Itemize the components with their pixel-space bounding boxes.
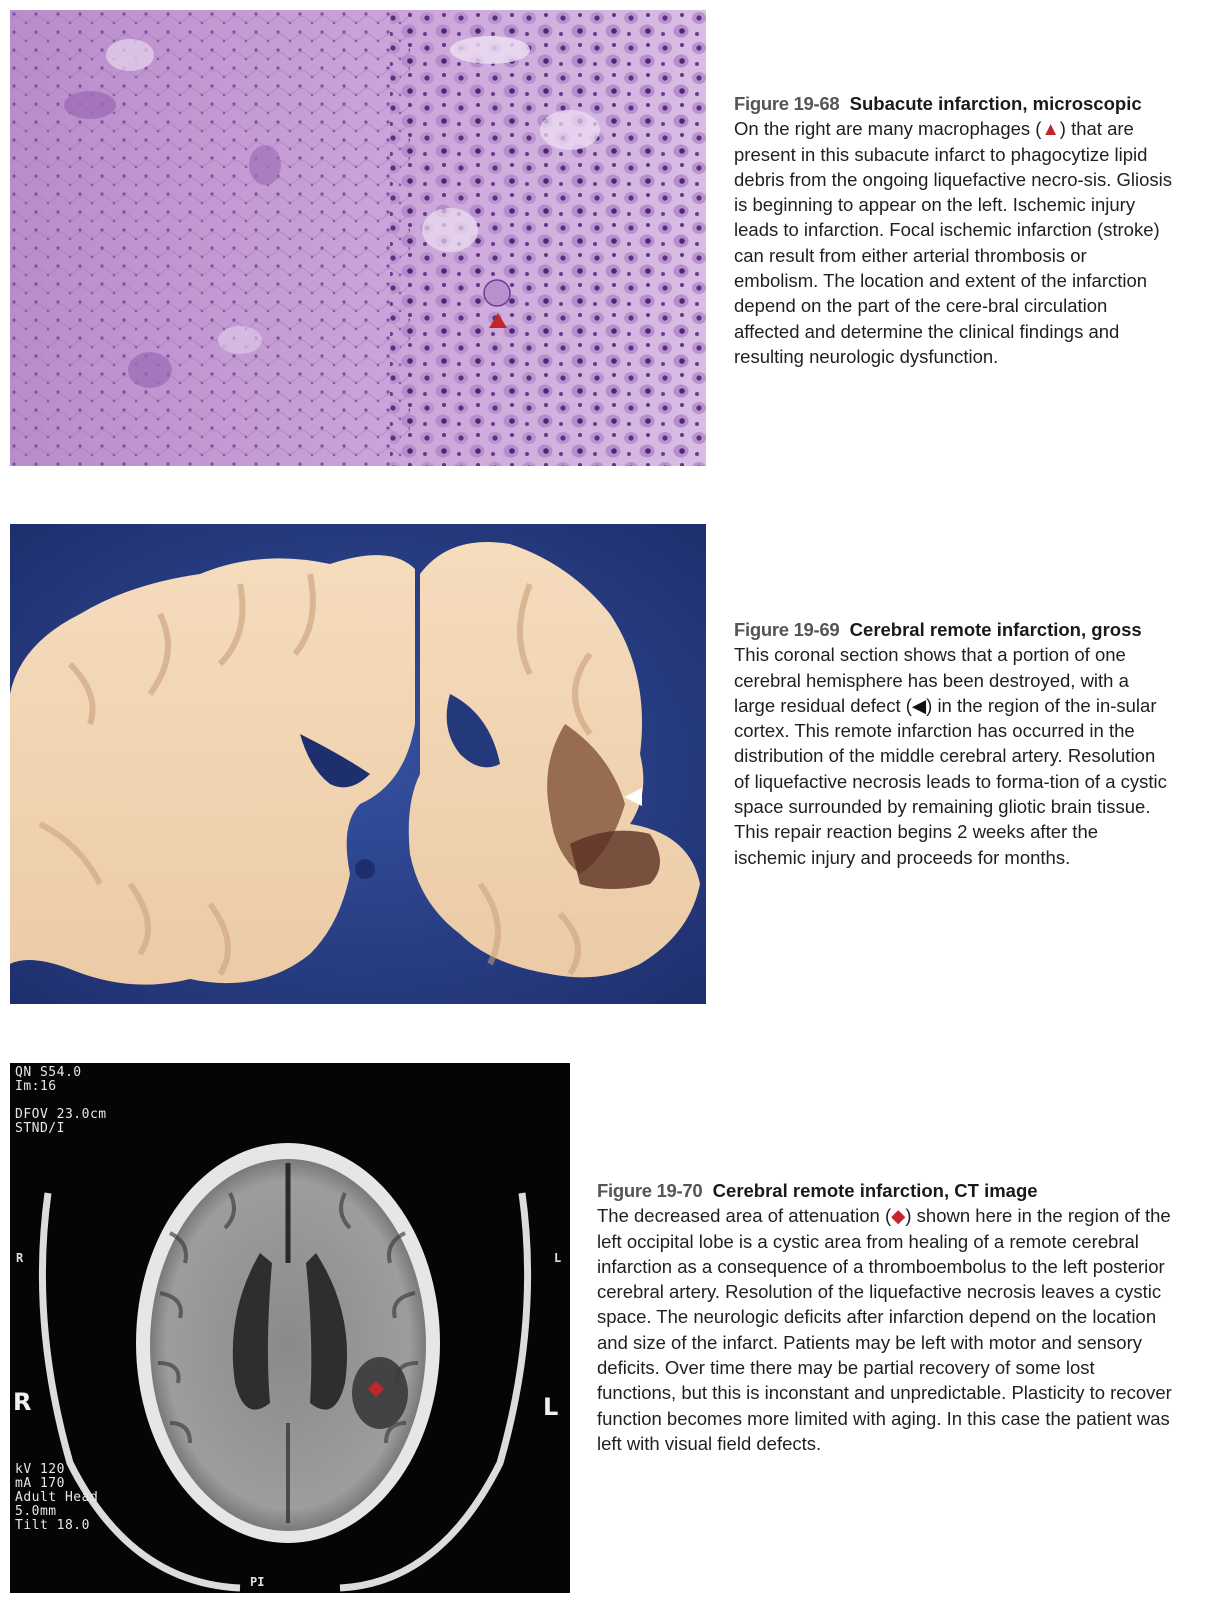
figure-label: Figure 19-69 [734, 619, 840, 640]
figure-19-69-image [10, 524, 706, 1004]
ct-right-orientation-label: R [13, 1388, 32, 1416]
figure-19-70-caption: Figure 19-70 Cerebral remote infarction,… [597, 1178, 1177, 1456]
ct-left-orientation-label: L [543, 1393, 559, 1421]
macrophage-marker-icon [489, 313, 507, 328]
figure-body: On the right are many macrophages (▲) th… [734, 118, 1173, 367]
figure-title: Cerebral remote infarction, CT image [712, 1180, 1038, 1201]
inline-marker-icon: ◆ [891, 1205, 906, 1227]
inline-marker-icon: ▲ [1041, 118, 1060, 140]
ct-bottom-left-info: kV 120 mA 170 Adult Head 5.0mm Tilt 18.0 [15, 1462, 99, 1533]
ct-scan-image [10, 1063, 570, 1593]
figure-title: Cerebral remote infarction, gross [849, 619, 1142, 640]
histology-micrograph [10, 10, 706, 466]
ct-bottom-center-label: PI [250, 1575, 265, 1589]
figure-body: The decreased area of attenuation (◆) sh… [597, 1205, 1172, 1454]
figure-body: This coronal section shows that a portio… [734, 644, 1167, 868]
defect-marker-icon [624, 788, 642, 806]
ct-top-left-info: QN S54.0 Im:16 DFOV 23.0cm STND/I [15, 1065, 107, 1136]
figure-19-69-caption: Figure 19-69 Cerebral remote infarction,… [734, 617, 1174, 870]
figure-19-68-image [10, 10, 706, 466]
figure-19-68-caption: Figure 19-68 Subacute infarction, micros… [734, 91, 1174, 369]
figure-title: Subacute infarction, microscopic [849, 93, 1142, 114]
ct-scale-l-label: L [554, 1251, 562, 1265]
figure-label: Figure 19-70 [597, 1180, 703, 1201]
ct-scale-r-label: R [16, 1251, 24, 1265]
gross-brain-photo [10, 524, 706, 1004]
figure-label: Figure 19-68 [734, 93, 840, 114]
infarct-marker-icon [368, 1381, 384, 1397]
inline-marker-icon: ◀ [911, 694, 927, 716]
figure-19-70-image: QN S54.0 Im:16 DFOV 23.0cm STND/I kV 120… [10, 1063, 570, 1593]
